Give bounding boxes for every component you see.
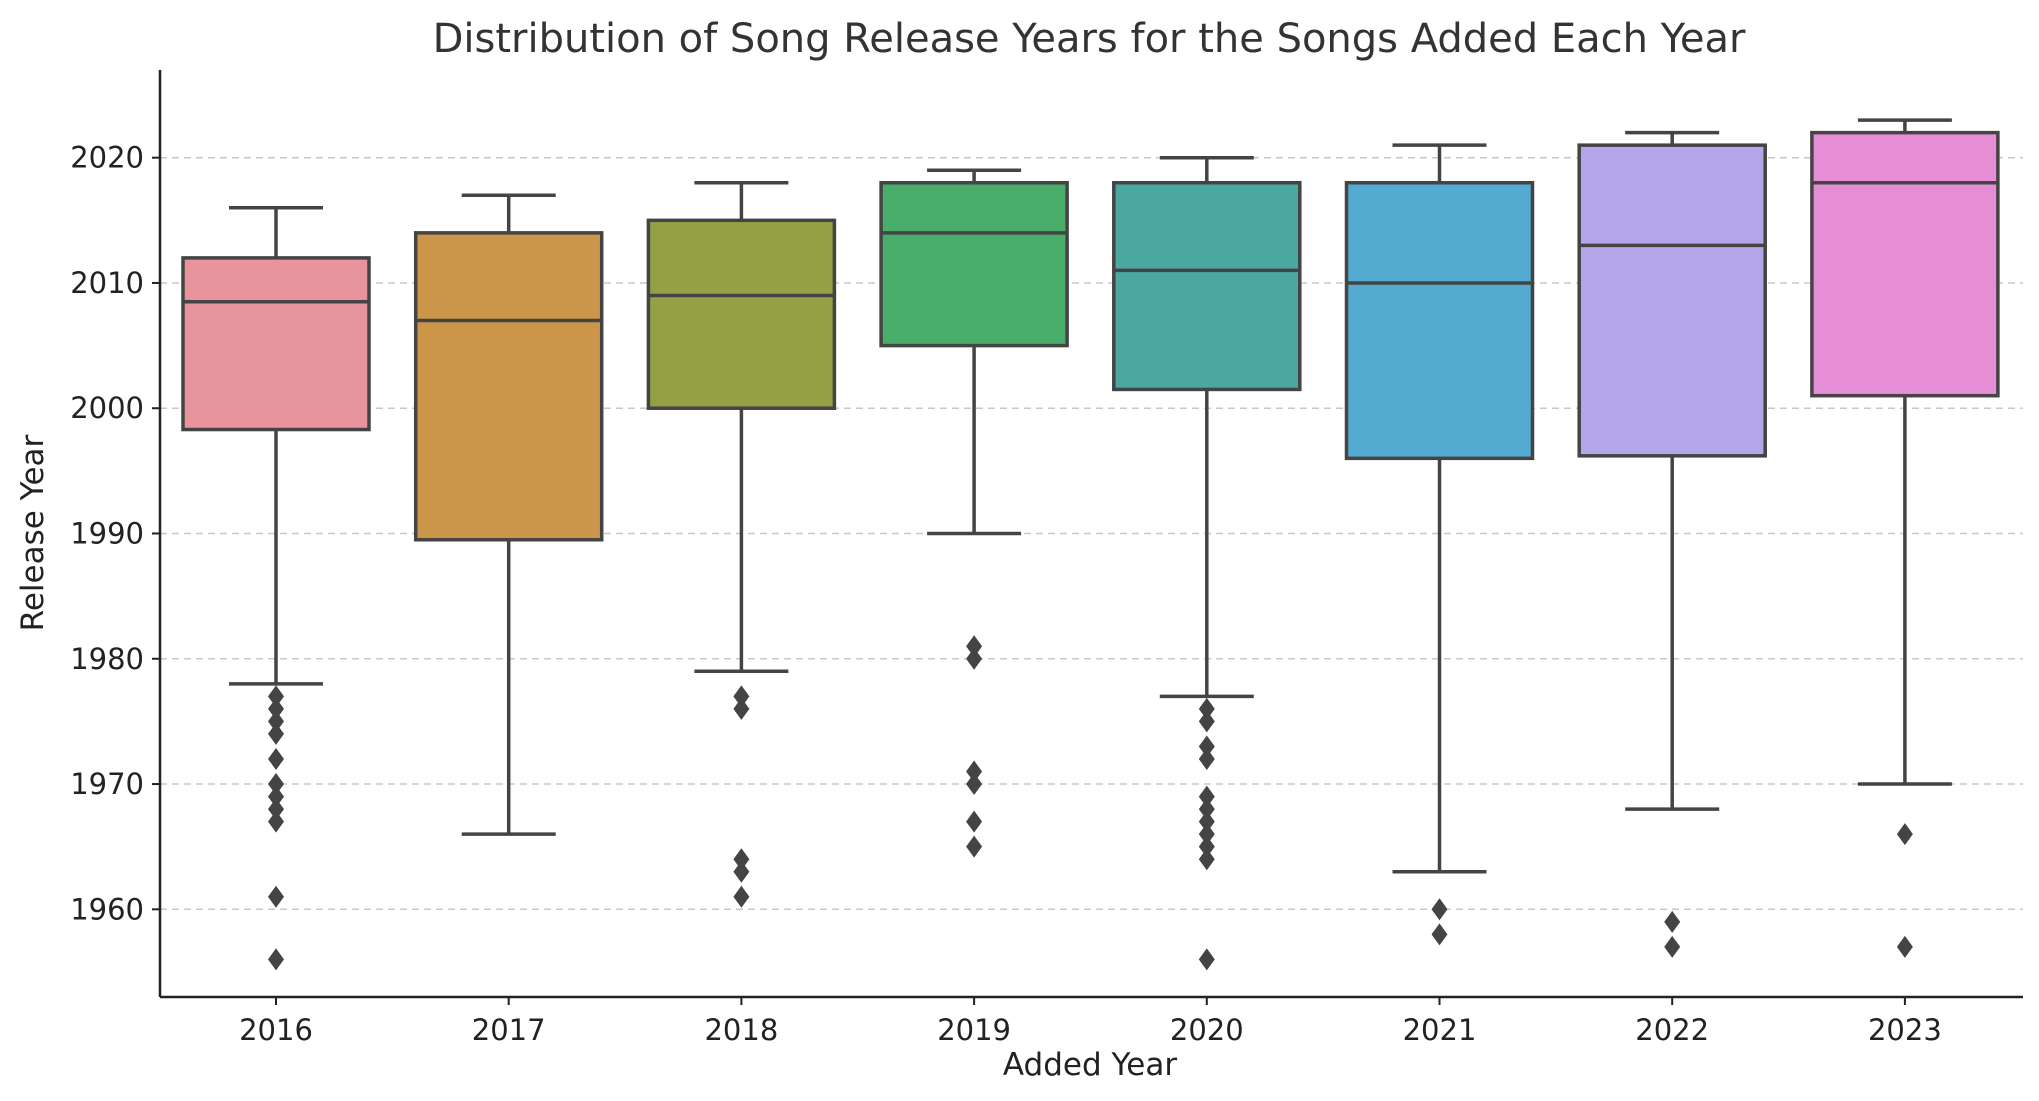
y-axis-label: Release Year xyxy=(15,434,51,631)
x-tick-label: 2016 xyxy=(239,1013,313,1047)
box-group-2020 xyxy=(1112,155,1302,971)
outlier-point xyxy=(733,685,750,708)
box-group-2019 xyxy=(879,168,1069,858)
outlier-point xyxy=(1431,898,1448,921)
outlier-point xyxy=(966,810,983,833)
box-group-2021 xyxy=(1344,143,1535,946)
outlier-point xyxy=(733,697,750,720)
x-tick-label: 2022 xyxy=(1635,1013,1709,1047)
outlier-point xyxy=(1664,935,1681,958)
box-group-2017 xyxy=(413,193,604,836)
y-tick-label: 1990 xyxy=(70,517,144,551)
box-group-2016 xyxy=(181,206,371,971)
x-tick-label: 2020 xyxy=(1170,1013,1244,1047)
box-group-2018 xyxy=(646,180,837,908)
outlier-point xyxy=(966,635,983,658)
outlier-point xyxy=(1431,923,1448,946)
iqr-box xyxy=(879,180,1069,348)
x-tick-label: 2021 xyxy=(1403,1013,1477,1047)
x-tick-label: 2023 xyxy=(1868,1013,1942,1047)
y-tick-label: 2020 xyxy=(70,141,144,175)
outlier-point xyxy=(1198,735,1215,758)
chart-title: Distribution of Song Release Years for t… xyxy=(433,16,1746,62)
outlier-point xyxy=(268,710,284,733)
outlier-point xyxy=(268,773,284,796)
outlier-point xyxy=(1198,835,1215,858)
outlier-point xyxy=(1198,810,1215,833)
iqr-box xyxy=(181,256,371,432)
outlier-point xyxy=(268,697,284,720)
outlier-point xyxy=(1198,747,1215,770)
iqr-box xyxy=(1112,180,1302,392)
outlier-point xyxy=(1198,785,1215,808)
x-tick-label: 2018 xyxy=(704,1013,778,1047)
outlier-point xyxy=(1198,948,1215,971)
outlier-point xyxy=(268,785,284,808)
x-tick-label: 2017 xyxy=(472,1013,546,1047)
outlier-point xyxy=(733,860,750,883)
outlier-point xyxy=(268,948,284,971)
iqr-box xyxy=(646,218,837,410)
outlier-point xyxy=(1664,910,1681,933)
outlier-point xyxy=(1198,697,1215,720)
outlier-point xyxy=(966,647,983,670)
x-axis-label: Added Year xyxy=(1003,1047,1178,1083)
outlier-point xyxy=(268,798,284,821)
outlier-point xyxy=(1896,935,1913,958)
y-tick-label: 2000 xyxy=(70,391,144,425)
outlier-point xyxy=(268,722,284,745)
outlier-point xyxy=(966,835,983,858)
y-tick-label: 1980 xyxy=(70,642,144,676)
iqr-box xyxy=(413,231,604,542)
outlier-point xyxy=(966,760,983,783)
outlier-point xyxy=(268,810,284,833)
outlier-point xyxy=(966,773,983,796)
outlier-point xyxy=(268,885,284,908)
outlier-point xyxy=(733,848,750,871)
outlier-point xyxy=(268,685,284,708)
outlier-point xyxy=(1896,823,1913,846)
boxes xyxy=(181,118,2000,971)
iqr-box xyxy=(1577,143,1767,458)
box-group-2022 xyxy=(1577,130,1767,958)
outlier-point xyxy=(1198,798,1215,821)
iqr-box xyxy=(1344,180,1535,461)
outlier-point xyxy=(1198,848,1215,871)
y-tick-label: 1960 xyxy=(70,892,144,926)
box-group-2023 xyxy=(1810,118,2000,958)
outlier-point xyxy=(1198,710,1215,733)
y-tick-label: 1970 xyxy=(70,767,144,801)
tick-labels: 1960 1970 1980 1990 2000 2010 2020 2016 2017 2018… xyxy=(70,141,1942,1047)
outlier-point xyxy=(268,747,284,770)
outlier-point xyxy=(733,885,750,908)
x-tick-label: 2019 xyxy=(937,1013,1011,1047)
outlier-point xyxy=(1198,823,1215,846)
iqr-box xyxy=(1810,130,2000,398)
y-tick-label: 2010 xyxy=(70,266,144,300)
